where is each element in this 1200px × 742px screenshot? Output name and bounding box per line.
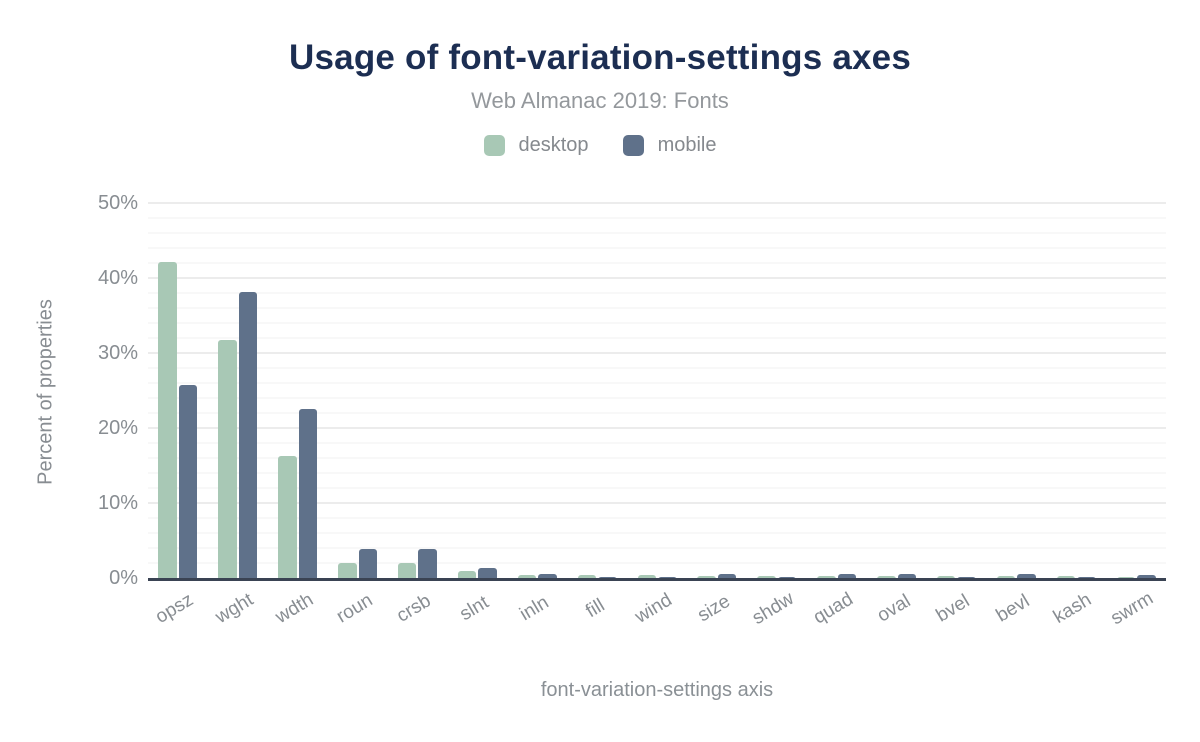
gridline-minor — [148, 547, 1166, 549]
x-tick-label: shdw — [748, 588, 798, 629]
gridline-major — [148, 202, 1166, 204]
gridline-minor — [148, 487, 1166, 489]
gridline-major — [148, 502, 1166, 504]
gridline-minor — [148, 307, 1166, 309]
y-axis-title: Percent of properties — [34, 299, 57, 485]
plot-area — [148, 202, 1166, 581]
bar-desktop-wght — [218, 339, 237, 581]
gridline-major — [148, 427, 1166, 429]
gridline-minor — [148, 262, 1166, 264]
bar-mobile-wdth — [298, 409, 318, 581]
bar-desktop-roun — [338, 563, 357, 581]
x-tick-label: opsz — [151, 589, 198, 628]
y-tick-label: 40% — [97, 267, 138, 289]
x-tick-label: bevl — [992, 590, 1034, 627]
legend: desktop mobile — [0, 134, 1200, 157]
gridline-minor — [148, 247, 1166, 249]
y-tick-label: 0% — [109, 567, 138, 589]
bar-mobile-crsb — [418, 548, 437, 581]
gridline-minor — [148, 562, 1166, 564]
chart-title: Usage of font-variation-settings axes — [289, 38, 911, 77]
x-tick-label: oval — [873, 590, 914, 627]
x-tick-label: swrm — [1107, 587, 1158, 630]
y-tick-label: 20% — [97, 417, 138, 439]
gridline-minor — [148, 442, 1166, 444]
bar-desktop-crsb — [397, 563, 417, 581]
gridline-minor — [148, 217, 1166, 219]
x-tick-label: kash — [1050, 589, 1096, 628]
desktop-swatch-icon — [483, 135, 505, 156]
gridline-minor — [148, 397, 1166, 399]
bar-mobile-bevl — [1017, 573, 1036, 581]
gridline-minor — [148, 337, 1166, 339]
x-tick-label: bvel — [933, 590, 974, 627]
legend-item-desktop: desktop — [483, 134, 589, 157]
gridline-minor — [148, 472, 1166, 474]
gridline-minor — [148, 532, 1166, 534]
x-tick-label: crsb — [393, 590, 436, 627]
gridline-major — [148, 352, 1166, 354]
gridline-minor — [148, 457, 1166, 459]
bar-desktop-wdth — [278, 455, 297, 581]
x-tick-label: size — [694, 590, 734, 627]
bar-desktop-slnt — [457, 571, 477, 581]
x-tick-label: wdth — [271, 589, 317, 628]
bar-mobile-quad — [837, 573, 857, 581]
gridline-minor — [148, 232, 1166, 234]
y-tick-label: 10% — [97, 492, 138, 514]
bar-mobile-slnt — [478, 567, 497, 581]
y-tick-label: 50% — [97, 192, 138, 214]
gridline-minor — [148, 382, 1166, 384]
bar-mobile-size — [717, 573, 737, 581]
legend-item-mobile: mobile — [622, 134, 717, 157]
bar-mobile-wght — [238, 291, 258, 581]
x-axis-baseline — [148, 578, 1166, 581]
bar-mobile-oval — [897, 573, 917, 581]
gridline-minor — [148, 517, 1166, 519]
gridline-minor — [148, 367, 1166, 369]
x-tick-label: roun — [332, 589, 376, 628]
gridline-major — [148, 277, 1166, 279]
legend-label-desktop: desktop — [518, 134, 589, 156]
bar-mobile-roun — [358, 548, 378, 581]
gridline-minor — [148, 412, 1166, 414]
mobile-swatch-icon — [622, 135, 644, 156]
y-tick-label: 30% — [97, 342, 138, 364]
bar-mobile-opsz — [178, 385, 198, 581]
bar-mobile-inln — [538, 573, 557, 581]
x-tick-label: quad — [809, 588, 857, 629]
x-tick-label: slnt — [456, 591, 493, 626]
x-tick-label: wind — [631, 589, 676, 628]
gridline-minor — [148, 292, 1166, 294]
x-tick-label: inln — [516, 591, 553, 626]
x-tick-label: wght — [211, 589, 257, 628]
gridline-minor — [148, 322, 1166, 324]
x-tick-label: fill — [582, 594, 609, 623]
chart-subtitle: Web Almanac 2019: Fonts — [471, 88, 729, 113]
legend-label-mobile: mobile — [657, 134, 717, 156]
bar-desktop-opsz — [158, 261, 177, 581]
x-axis-title: font-variation-settings axis — [540, 679, 774, 701]
